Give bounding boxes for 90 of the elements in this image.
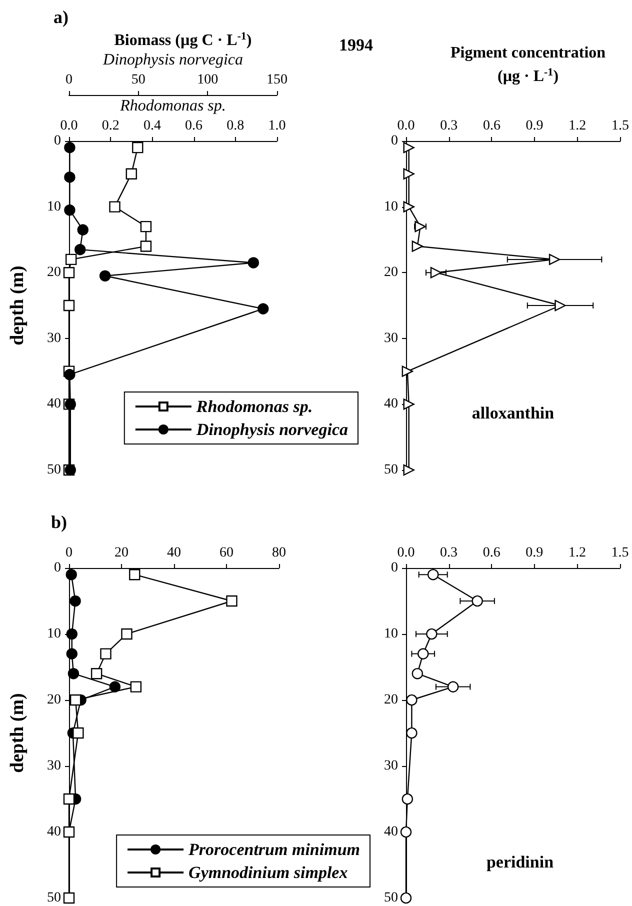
point: [109, 681, 121, 692]
y-tick-label: 50: [384, 890, 398, 906]
y-tick-label: 40: [384, 396, 398, 412]
y-tick-label: 20: [47, 692, 61, 708]
y-axis-title: depth (m): [7, 266, 28, 346]
point: [121, 628, 132, 640]
point: [68, 668, 80, 680]
point: [66, 628, 78, 640]
x2-tick-label: 50: [131, 72, 146, 88]
point: [126, 168, 137, 180]
x-tick-label: 80: [272, 546, 286, 560]
point: [226, 595, 238, 607]
point: [63, 793, 75, 805]
legend-label: Rhodomonas sp.: [195, 397, 313, 416]
y-axis-title: depth (m): [7, 693, 28, 773]
point: [66, 648, 78, 660]
x-tick-label: 0.6: [185, 118, 203, 134]
point: [70, 694, 82, 706]
point: [418, 648, 429, 660]
point: [63, 267, 75, 278]
text: b): [50, 512, 68, 532]
x-tick-label: 0.3: [440, 118, 458, 134]
point: [72, 727, 84, 739]
y-tick-label: 20: [384, 265, 398, 280]
legend-label: Prorocentrum minimum: [188, 840, 360, 859]
point: [426, 628, 438, 640]
x2-tick-label: 0: [66, 72, 72, 88]
x-tick-label: 0.4: [143, 118, 161, 134]
x-tick-label: 20: [114, 546, 128, 560]
y-tick-label: 10: [384, 626, 398, 642]
annotation: alloxanthin: [472, 404, 555, 422]
y-tick-label: 30: [384, 758, 398, 774]
y-tick-label: 40: [47, 824, 61, 840]
y-tick-label: 30: [384, 330, 398, 346]
y-tick-label: 10: [384, 199, 398, 214]
x2-tick-label: 100: [197, 72, 218, 88]
x-tick-label: 0.9: [526, 118, 544, 134]
y-tick-label: 30: [47, 758, 61, 774]
annotation: peridinin: [486, 852, 554, 872]
y-tick-label: 20: [384, 692, 398, 708]
x-tick-label: 1.5: [611, 546, 629, 560]
y-tick-label: 50: [47, 890, 61, 906]
x-tick-label: 40: [167, 546, 181, 560]
point: [109, 201, 120, 212]
chart-title: Pigment concentration: [450, 44, 606, 62]
point: [66, 569, 77, 580]
x-tick-label: 0.9: [526, 546, 544, 560]
x-tick-label: 1.5: [612, 118, 629, 134]
x-tick-label: 1.2: [568, 118, 586, 134]
y-tick-label: 10: [47, 626, 61, 642]
x-tick-label: 60: [220, 546, 234, 560]
y-tick-label: 0: [391, 560, 398, 576]
x-tick-label: 0.0: [397, 118, 415, 134]
point: [70, 595, 81, 607]
legend-label: Gymnodinium simplex: [188, 863, 348, 882]
x-tick-label: 1.0: [268, 118, 286, 134]
x-tick-label: 1.2: [568, 546, 586, 560]
y-tick-label: 50: [47, 462, 61, 478]
y-tick-label: 0: [391, 134, 398, 148]
point: [100, 648, 112, 660]
y-tick-label: 40: [47, 396, 61, 412]
point: [140, 240, 152, 252]
y-tick-label: 0: [54, 134, 61, 148]
point: [63, 300, 75, 312]
point: [63, 892, 75, 904]
point: [65, 254, 77, 266]
y-tick-label: 10: [47, 199, 61, 214]
x-tick-label: 0: [66, 546, 72, 560]
x-tick-label: 0.0: [397, 546, 415, 560]
legend-label: Dinophysis norvegica: [195, 420, 348, 439]
x-tick-label: 0.2: [102, 118, 120, 134]
point: [140, 220, 152, 232]
x-tick-label: 0.6: [482, 546, 500, 560]
text: 1994: [339, 36, 374, 54]
x-axis-title: Rhodomonas sp.: [119, 98, 226, 115]
text: a): [54, 7, 68, 27]
y-tick-label: 20: [47, 265, 61, 280]
y-tick-label: 30: [47, 330, 61, 346]
point: [130, 681, 142, 692]
x-tick-label: 0.6: [482, 118, 500, 134]
x-tick-label: 0.8: [226, 118, 244, 134]
point: [472, 595, 483, 607]
x2-tick-label: 150: [266, 72, 288, 88]
point: [90, 668, 102, 680]
y-tick-label: 0: [54, 560, 61, 576]
x-tick-label: 0.3: [440, 546, 458, 560]
x2-axis-title: Dinophysis norvegica: [102, 52, 243, 69]
y-tick-label: 40: [384, 824, 398, 840]
y-tick-label: 50: [384, 462, 398, 478]
x-tick-label: 0.0: [60, 118, 78, 134]
